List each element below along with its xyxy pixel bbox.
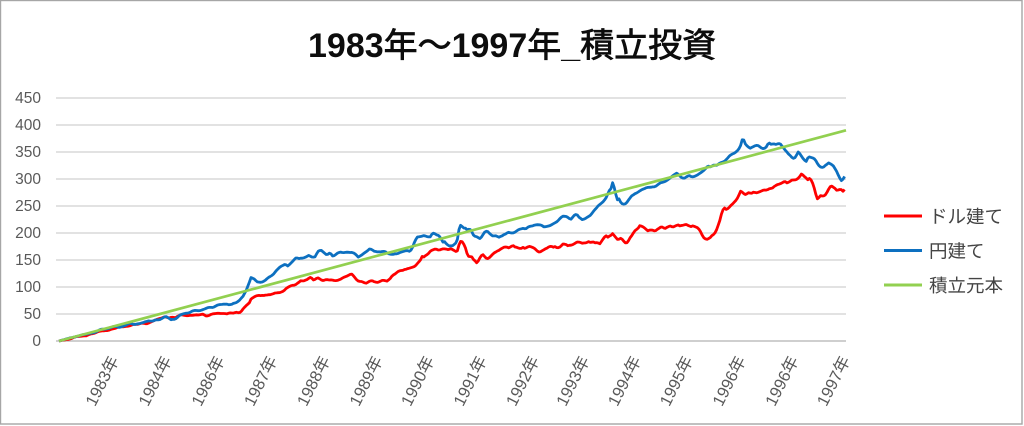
svg-text:_: _	[560, 27, 581, 65]
svg-text:300: 300	[15, 171, 41, 188]
svg-text:0: 0	[32, 333, 41, 350]
svg-text:200: 200	[15, 225, 41, 242]
svg-text:450: 450	[15, 90, 41, 107]
svg-text:150: 150	[15, 252, 41, 269]
svg-text:50: 50	[24, 306, 42, 323]
svg-text:100: 100	[15, 279, 41, 296]
svg-text:350: 350	[15, 144, 41, 161]
svg-text:1983: 1983	[308, 27, 384, 65]
svg-text:1997: 1997	[452, 27, 528, 65]
svg-text:400: 400	[15, 117, 41, 134]
svg-text:250: 250	[15, 198, 41, 215]
